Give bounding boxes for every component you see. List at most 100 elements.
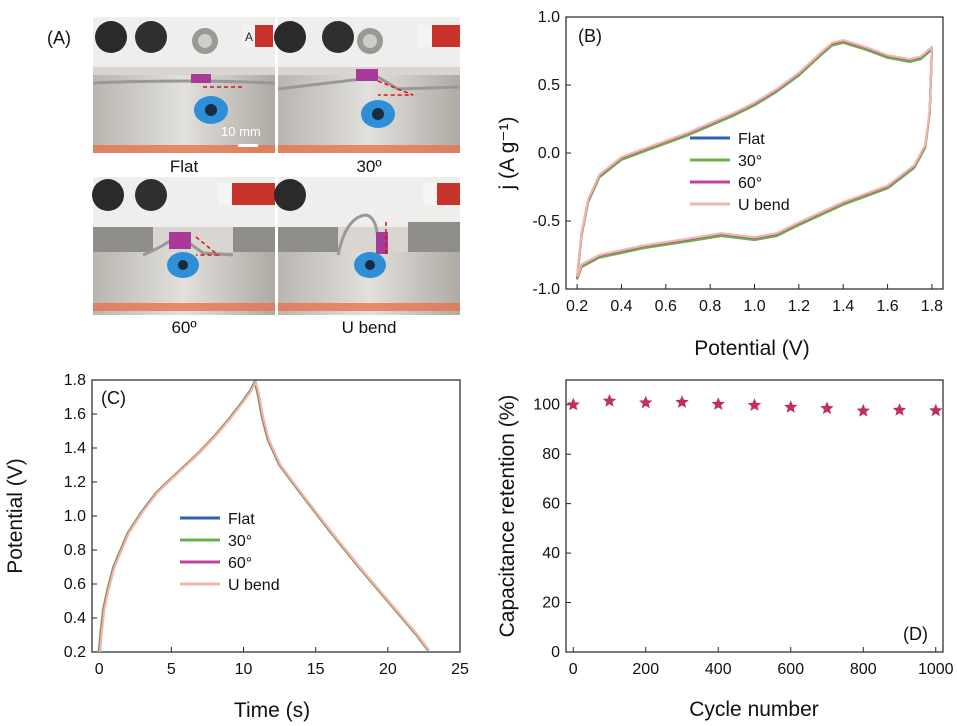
panel-d-retention-chart: 0 200 400 600 800 1000 0 20 40 60 80 100 (D) Cycle… (496, 379, 954, 721)
data-point-star (711, 397, 725, 410)
caption-u-bend: U bend (342, 318, 397, 337)
x-tick-label: 800 (850, 661, 877, 678)
photo-u-bend (274, 177, 460, 315)
x-ticks: 0 200 400 600 800 1000 (569, 647, 954, 678)
x-axis-title: Time (s) (234, 699, 310, 722)
legend-label: 60° (738, 175, 762, 192)
x-tick-label: 0 (95, 661, 104, 678)
y-tick-label: -1.0 (532, 281, 560, 298)
legend-label: U bend (228, 577, 280, 594)
x-tick-label: 20 (379, 661, 397, 678)
y-tick-label: 1.0 (538, 9, 560, 26)
y-tick-label: 0.2 (64, 644, 86, 661)
caption-flat: Flat (170, 157, 199, 176)
data-point-star (566, 397, 580, 411)
y-tick-label: 1.6 (64, 406, 86, 423)
legend-label: 30° (228, 533, 252, 550)
y-ticks: 0 20 40 60 80 100 (533, 397, 571, 661)
x-ticks: 0.2 0.4 0.6 0.8 1.0 1.2 1.4 1.6 1.8 (566, 284, 943, 315)
legend-label: 30° (738, 153, 762, 170)
data-point-star (602, 394, 617, 407)
y-tick-label: 40 (542, 545, 560, 562)
x-tick-label: 1.0 (743, 298, 765, 315)
y-tick-label: 0 (551, 644, 560, 661)
y-axis-title: Potential (V) (4, 458, 27, 574)
data-point-star (747, 398, 762, 411)
y-tick-label: 0.8 (64, 542, 86, 559)
points-group (566, 394, 943, 417)
legend: Flat 30° 60° U bend (690, 131, 790, 214)
legend: Flat 30° 60° U bend (180, 511, 280, 594)
x-tick-label: 1.4 (832, 298, 854, 315)
legend-label: 60° (228, 555, 252, 572)
x-tick-label: 5 (167, 661, 176, 678)
x-tick-label: 0.8 (699, 298, 721, 315)
x-tick-label: 1.2 (788, 298, 810, 315)
data-point-star (820, 401, 834, 415)
legend-label: Flat (738, 131, 765, 148)
x-tick-label: 200 (632, 661, 659, 678)
y-tick-label: 1.2 (64, 474, 86, 491)
photo-30 (274, 17, 461, 153)
plot-frame (91, 379, 461, 653)
x-tick-label: 1.6 (876, 298, 898, 315)
y-ticks: 0.2 0.4 0.6 0.8 1.0 1.2 1.4 1.6 1.8 (64, 372, 97, 661)
panel-c-gcd-chart: 0 5 10 15 20 25 0.2 0.4 0.6 0.8 1.0 1.2 1.4 1.6 1.8 (… (4, 372, 469, 722)
y-tick-label: 20 (542, 595, 560, 612)
scale-bar-label: 10 mm (221, 124, 261, 139)
y-tick-label: -0.5 (532, 213, 560, 230)
x-tick-label: 0.4 (610, 298, 632, 315)
x-tick-label: 0 (569, 661, 578, 678)
panel-b-cv-chart: 0.2 0.4 0.6 0.8 1.0 1.2 1.4 1.6 1.8 -1.0 -0.5 0.0 0… (496, 9, 944, 360)
panel-b-label: (B) (578, 26, 602, 46)
x-tick-label: 0.2 (566, 298, 588, 315)
panel-a-label: (A) (47, 28, 71, 48)
legend-label: Flat (228, 511, 255, 528)
legend-label: U bend (738, 197, 790, 214)
panel-a: (A) A 10 mm Flat (47, 17, 461, 337)
data-point-star (929, 403, 943, 417)
x-tick-label: 1000 (918, 661, 954, 678)
plot-frame (565, 379, 944, 653)
x-tick-label: 400 (705, 661, 732, 678)
series-line (99, 380, 430, 653)
series-group (576, 39, 933, 280)
y-tick-label: 0.6 (64, 576, 86, 593)
y-axis-title: j (A g⁻¹) (496, 117, 519, 191)
series-line (576, 39, 933, 278)
plate-letter: A (245, 30, 253, 44)
x-tick-label: 25 (451, 661, 469, 678)
caption-60: 60º (171, 318, 196, 337)
y-ticks: -1.0 -0.5 0.0 0.5 1.0 (532, 9, 571, 298)
x-tick-label: 15 (307, 661, 325, 678)
data-point-star (892, 403, 907, 416)
photo-flat: A 10 mm (92, 17, 276, 153)
y-tick-label: 0.4 (64, 610, 86, 627)
y-axis-title: Capacitance retention (%) (496, 395, 519, 638)
y-tick-label: 1.8 (64, 372, 86, 389)
x-ticks: 0 5 10 15 20 25 (95, 647, 469, 678)
data-point-star (639, 395, 653, 409)
x-tick-label: 0.6 (655, 298, 677, 315)
series-line (576, 41, 933, 280)
y-tick-label: 80 (542, 446, 560, 463)
photo-60 (92, 177, 275, 315)
x-tick-label: 10 (235, 661, 253, 678)
y-tick-label: 1.0 (64, 508, 86, 525)
x-tick-label: 600 (777, 661, 804, 678)
series-group (97, 380, 430, 653)
x-tick-label: 1.8 (921, 298, 943, 315)
caption-30: 30º (356, 157, 381, 176)
data-point-star (856, 403, 870, 417)
x-axis-title: Cycle number (689, 698, 819, 721)
data-point-star (675, 395, 689, 408)
data-point-star (784, 400, 798, 413)
y-tick-label: 0.5 (538, 77, 560, 94)
panel-c-label: (C) (101, 388, 126, 408)
x-axis-title: Potential (V) (694, 337, 810, 360)
y-tick-label: 0.0 (538, 145, 560, 162)
y-tick-label: 1.4 (64, 440, 86, 457)
y-tick-label: 60 (542, 496, 560, 513)
panel-d-label: (D) (903, 624, 928, 644)
